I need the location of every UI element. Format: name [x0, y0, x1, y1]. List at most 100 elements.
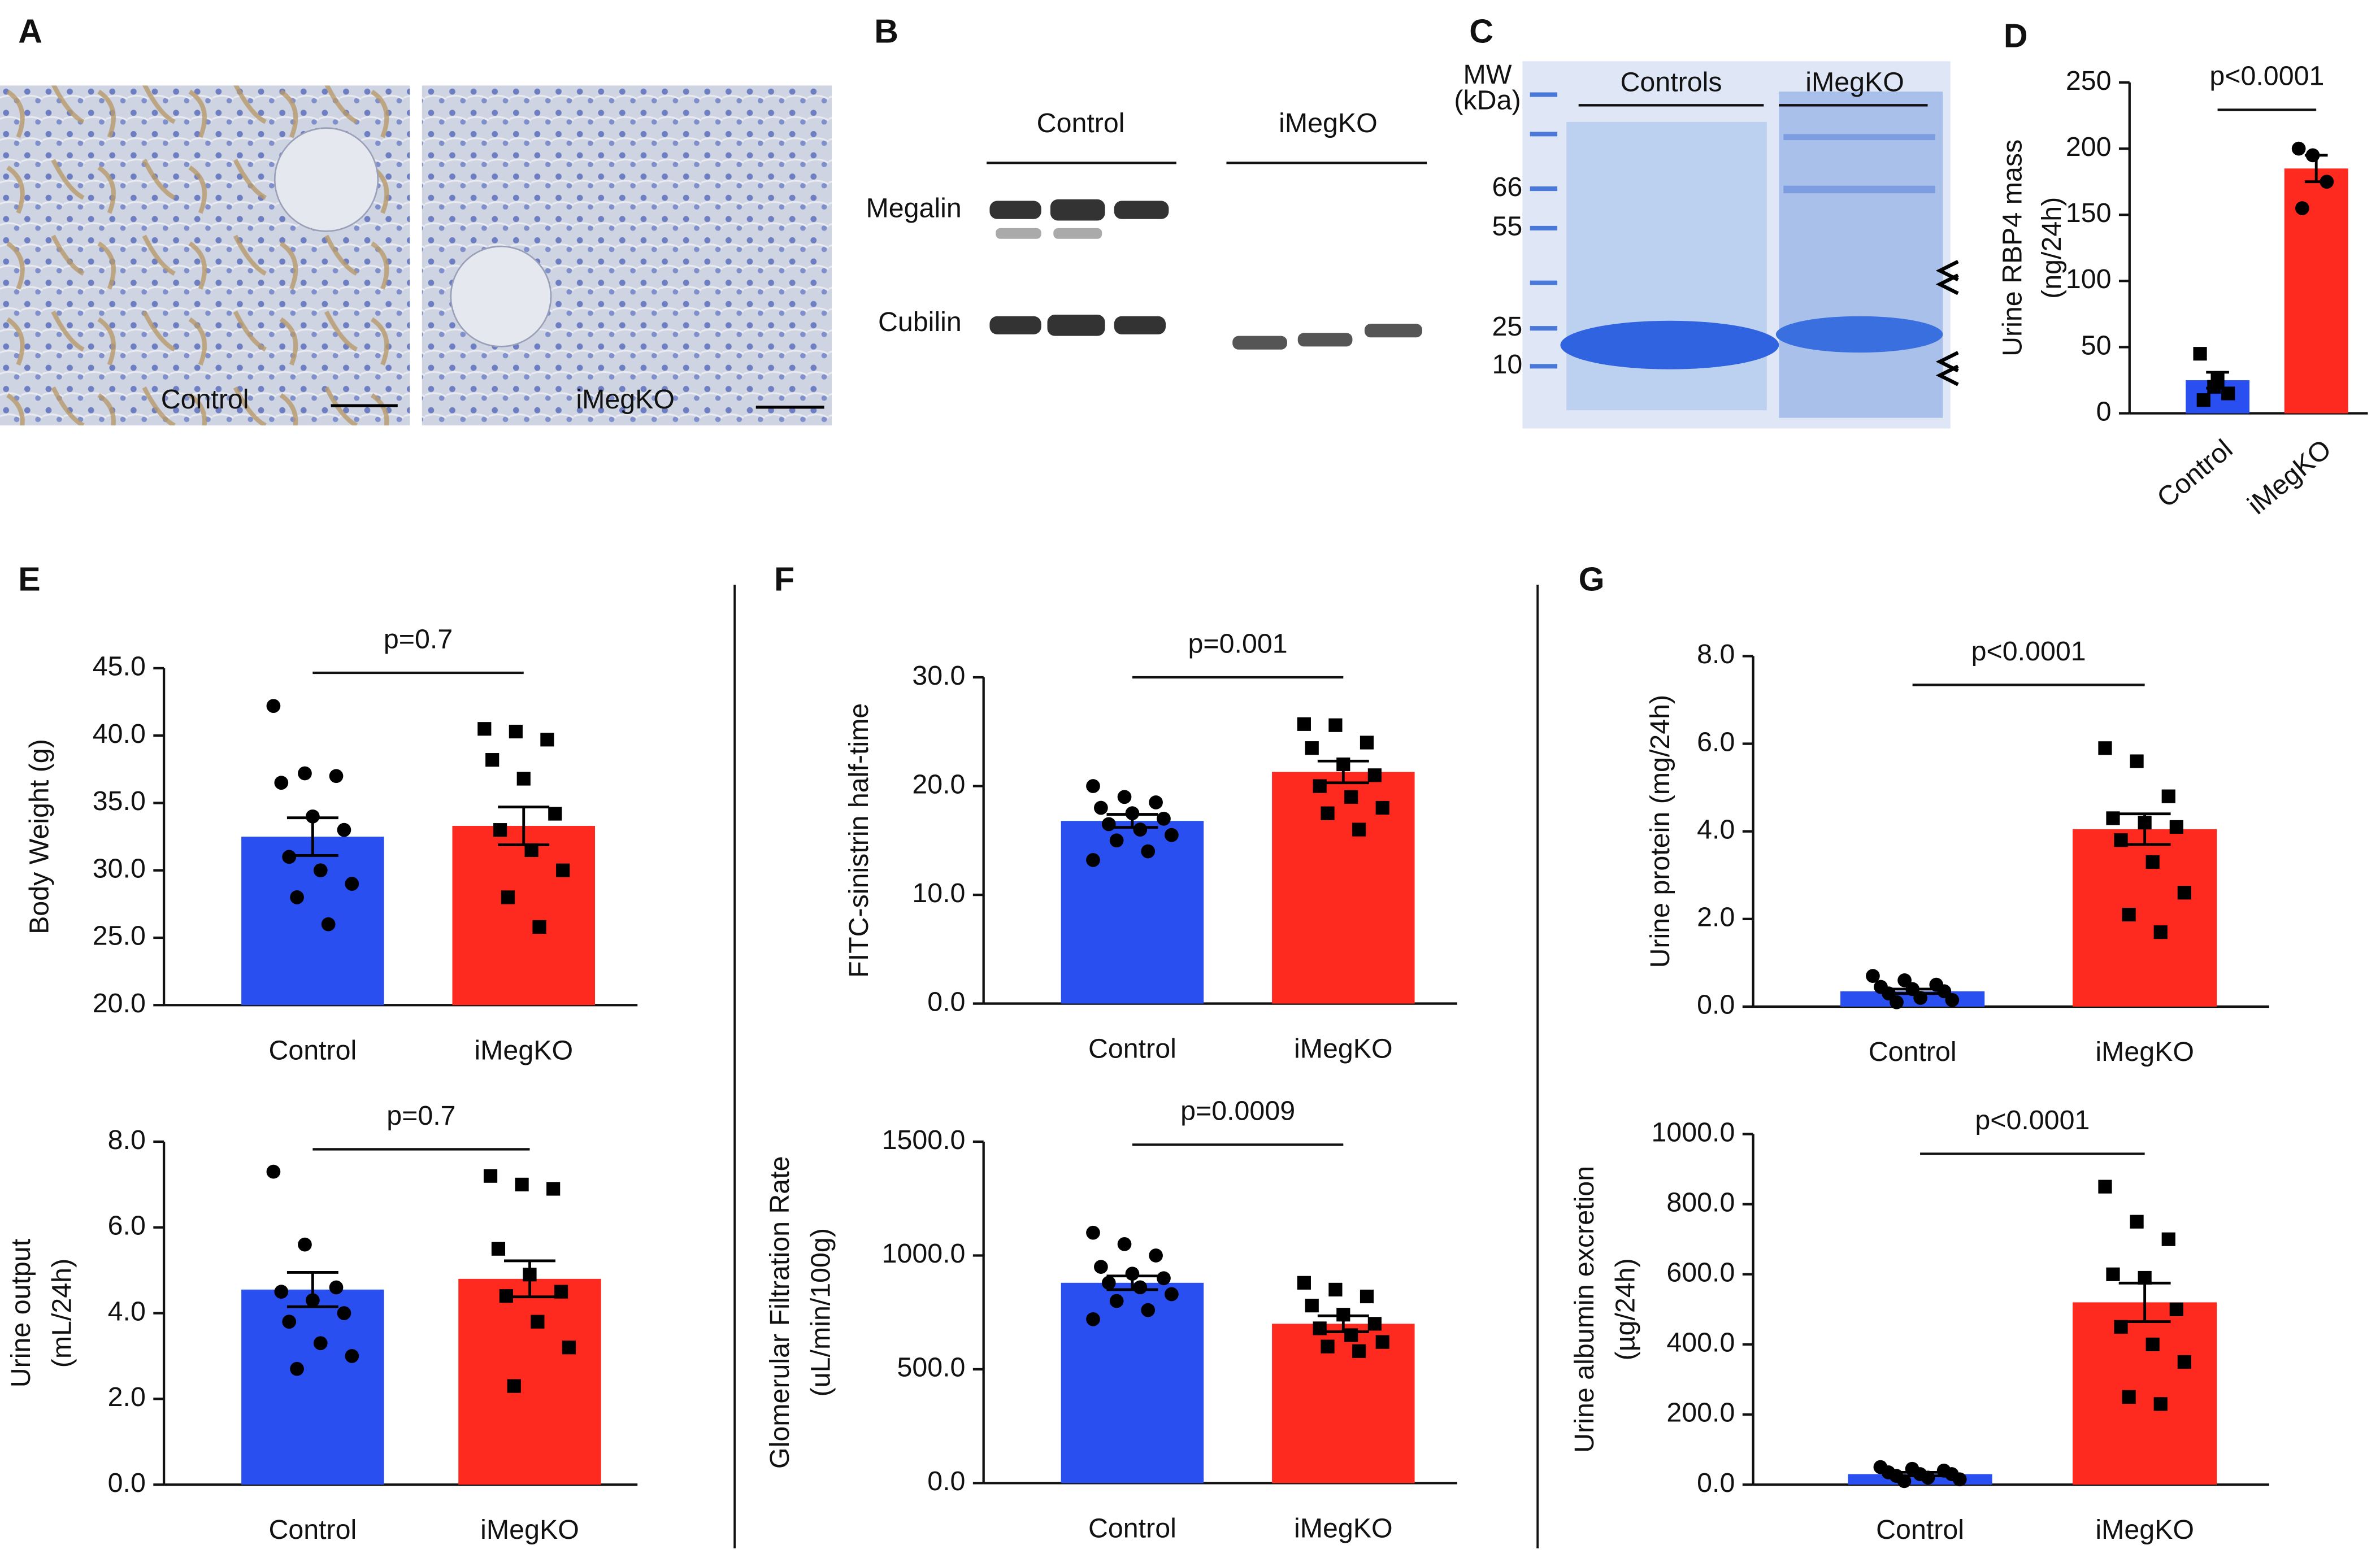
data-point	[540, 733, 554, 747]
data-point	[298, 766, 312, 781]
data-point	[1367, 1317, 1382, 1331]
x-tick-label: iMegKO	[2095, 1515, 2194, 1545]
data-point	[1945, 993, 1960, 1007]
data-point	[290, 890, 304, 904]
data-point	[274, 1285, 289, 1299]
data-point	[2196, 393, 2210, 407]
data-point	[2291, 141, 2306, 156]
data-point	[1921, 1470, 1935, 1485]
error-bar	[1894, 1470, 1947, 1477]
data-point	[345, 877, 359, 891]
y-tick-label: 35.0	[93, 786, 146, 816]
error-bar	[286, 816, 338, 857]
data-point	[532, 920, 546, 934]
panel-label: F	[774, 560, 794, 598]
y-tick-label: 150	[2066, 198, 2112, 228]
y-tick-label: 0.0	[1697, 990, 1735, 1020]
data-point	[1149, 1248, 1163, 1263]
data-point	[1328, 1282, 1343, 1297]
y-tick-label: 500.0	[897, 1352, 965, 1383]
data-point	[507, 1379, 521, 1393]
y-tick-label: 6.0	[108, 1211, 146, 1241]
data-point	[1133, 1280, 1148, 1295]
p-value: p<0.0001	[2209, 61, 2324, 92]
data-point	[1305, 1299, 1319, 1313]
y-tick-label: 200	[2066, 132, 2112, 162]
data-point	[516, 772, 531, 786]
data-point	[2130, 754, 2144, 768]
data-point	[556, 863, 570, 877]
data-point	[2146, 855, 2160, 869]
data-point	[313, 1336, 328, 1351]
data-point	[329, 1280, 344, 1295]
panel-label: C	[1469, 13, 1493, 50]
mw-label: (kDa)	[1454, 85, 1521, 116]
data-point	[491, 1242, 506, 1256]
data-point	[266, 1164, 281, 1179]
data-point	[1321, 806, 1335, 820]
data-point	[501, 890, 515, 904]
data-point	[1094, 800, 1108, 815]
panel-label: B	[874, 13, 898, 50]
data-point	[2153, 1397, 2168, 1411]
y-tick-label: 0	[2096, 396, 2112, 427]
row-label: Megalin	[866, 193, 961, 223]
y-tick-label: 2.0	[108, 1382, 146, 1412]
y-tick-label: 600.0	[1666, 1257, 1735, 1288]
bar	[241, 1289, 384, 1485]
data-point	[1094, 1260, 1108, 1274]
data-point	[1086, 1312, 1100, 1326]
y-tick-label: 20.0	[912, 769, 965, 799]
y-tick-label: 250	[2066, 66, 2112, 96]
y-tick-label: 0.0	[927, 1466, 965, 1496]
bar	[458, 1278, 601, 1485]
y-tick-label: 50	[2081, 330, 2112, 360]
y-tick-label: 0.0	[1697, 1468, 1735, 1498]
error-bar	[2206, 371, 2229, 390]
bar	[452, 825, 595, 1006]
error-bar	[1317, 759, 1369, 785]
data-point	[2098, 1180, 2112, 1194]
data-point	[1117, 790, 1132, 804]
y-axis-label: Urine albumin excretion	[1569, 1166, 1600, 1453]
data-point	[2193, 347, 2207, 361]
x-tick-label: iMegKO	[2242, 434, 2336, 521]
data-point	[493, 823, 507, 837]
data-point	[1360, 736, 1374, 750]
x-tick-label: iMegKO	[2095, 1037, 2194, 1067]
data-point	[483, 1169, 498, 1183]
gel-lanes	[1560, 92, 1943, 418]
mw-tick: 55	[1492, 211, 1523, 242]
y-tick-label: 1500.0	[882, 1125, 966, 1155]
data-point	[1897, 1474, 1912, 1489]
data-point	[313, 863, 328, 878]
y-tick-label: 200.0	[1666, 1398, 1735, 1428]
y-tick-label: 8.0	[1697, 639, 1735, 669]
bar	[1272, 772, 1415, 1004]
ladder	[1530, 92, 1558, 369]
data-point	[1149, 795, 1163, 810]
panel-label: E	[18, 560, 40, 598]
error-bar	[498, 806, 550, 846]
blot-bands	[989, 199, 1422, 350]
x-tick-label: iMegKO	[474, 1035, 573, 1065]
error-bar	[1886, 987, 1939, 995]
data-point	[554, 1285, 568, 1299]
data-point	[1157, 811, 1171, 826]
y-tick-label: 40.0	[93, 719, 146, 749]
p-value: p=0.001	[1188, 628, 1288, 659]
y-tick-label: 0.0	[108, 1468, 146, 1498]
y-tick-label: 100	[2066, 264, 2112, 294]
data-point	[2098, 741, 2112, 755]
error-bar	[286, 1271, 338, 1308]
data-point	[298, 1237, 312, 1252]
y-axis-label: Glomerular Filtration Rate	[765, 1156, 795, 1468]
error-bar	[1317, 1314, 1369, 1333]
data-point	[2169, 820, 2183, 834]
y-axis-label: (mL/24h)	[47, 1259, 77, 1368]
data-point	[2169, 1302, 2183, 1316]
data-point	[1117, 1237, 1132, 1251]
data-point	[1367, 768, 1382, 782]
data-point	[337, 1306, 351, 1320]
x-tick-label: Control	[1869, 1037, 1957, 1067]
